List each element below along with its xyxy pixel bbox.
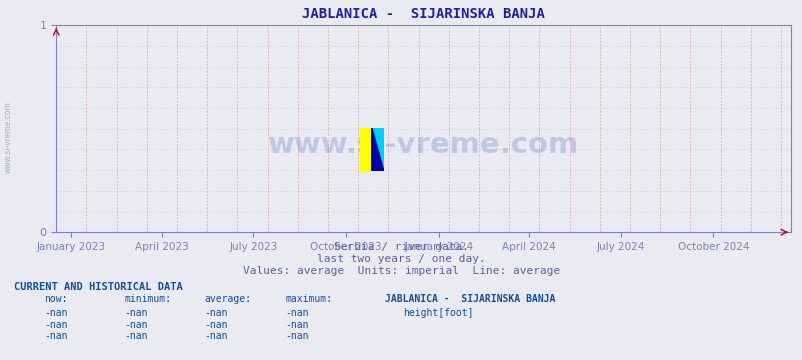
Title: JABLANICA -  SIJARINSKA BANJA: JABLANICA - SIJARINSKA BANJA: [302, 7, 545, 21]
Text: -nan: -nan: [205, 320, 228, 330]
Text: -nan: -nan: [44, 308, 67, 318]
Text: www.si-vreme.com: www.si-vreme.com: [268, 131, 578, 159]
Text: -nan: -nan: [205, 308, 228, 318]
Text: -nan: -nan: [285, 331, 308, 341]
Text: www.si-vreme.com: www.si-vreme.com: [3, 101, 13, 173]
Text: -nan: -nan: [44, 331, 67, 341]
Polygon shape: [371, 128, 383, 171]
Text: height[foot]: height[foot]: [403, 308, 473, 318]
Text: -nan: -nan: [44, 320, 67, 330]
Text: JABLANICA -  SIJARINSKA BANJA: JABLANICA - SIJARINSKA BANJA: [385, 294, 555, 305]
Text: minimum:: minimum:: [124, 294, 172, 305]
Text: -nan: -nan: [124, 308, 148, 318]
Text: -nan: -nan: [205, 331, 228, 341]
Text: now:: now:: [44, 294, 67, 305]
Text: maximum:: maximum:: [285, 294, 332, 305]
Text: -nan: -nan: [285, 308, 308, 318]
Text: -nan: -nan: [124, 331, 148, 341]
Text: last two years / one day.: last two years / one day.: [317, 254, 485, 264]
Text: average:: average:: [205, 294, 252, 305]
Polygon shape: [359, 128, 371, 171]
Text: CURRENT AND HISTORICAL DATA: CURRENT AND HISTORICAL DATA: [14, 282, 183, 292]
Text: -nan: -nan: [124, 320, 148, 330]
Text: -nan: -nan: [285, 320, 308, 330]
Polygon shape: [371, 128, 383, 171]
Text: Serbia / river data.: Serbia / river data.: [334, 242, 468, 252]
Text: Values: average  Units: imperial  Line: average: Values: average Units: imperial Line: av…: [242, 266, 560, 276]
